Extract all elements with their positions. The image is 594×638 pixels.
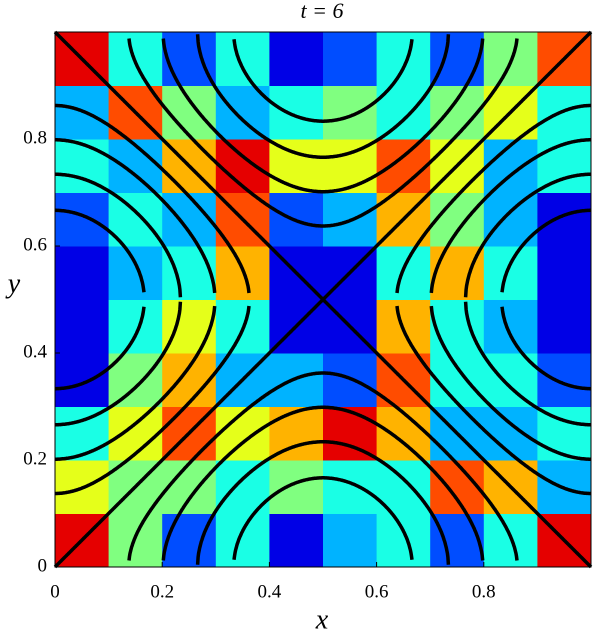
x-tick-label: 0 [50,581,60,602]
heat-cell [537,192,592,247]
contour-line [195,34,451,159]
heat-cell [162,85,217,140]
heat-cell [269,460,324,514]
contour-line [55,305,217,461]
plot-frame [54,31,592,568]
heat-cell [215,32,270,86]
heat-cell [323,406,378,461]
heat-cell [215,139,270,193]
heat-cell [162,32,217,86]
contour-line [161,405,485,561]
x-tick-label: 0.2 [150,581,174,602]
heat-cell [376,513,431,568]
heat-cell [323,32,378,86]
heat-cell [269,32,324,86]
contour-line [195,440,451,565]
contour-line [232,39,414,123]
heat-cell [537,246,592,300]
contour-line [55,305,251,496]
heat-cell [483,246,538,300]
heat-cell [215,406,270,461]
contour-line [55,172,183,298]
heat-cell [537,353,592,407]
heat-cell [483,139,538,193]
contour-line [55,138,217,294]
heat-cell [430,460,485,514]
contour-line [500,208,591,293]
x-axis-label: x [315,604,329,635]
heat-cell [537,406,592,461]
heat-cell [376,32,431,86]
contour-line [429,305,591,461]
heat-cell [430,32,485,86]
heat-cell [55,139,110,193]
heat-cell [430,192,485,247]
heat-cell [162,299,217,354]
contour-line [232,476,414,560]
contour-line [429,138,591,294]
y-axis-label: y [5,268,21,299]
chart-title: t = 6 [301,0,344,23]
y-tick-label: 0.4 [23,341,47,362]
contour-line [463,301,591,427]
heat-cell [323,139,378,193]
heat-cell [323,460,378,514]
heat-cell [483,406,538,461]
heat-cell [430,513,485,568]
heat-cell [323,85,378,140]
contour-line [53,30,593,302]
y-tick-label: 0.6 [23,234,47,255]
heat-cell [55,353,110,407]
contour-line [55,208,146,293]
contour-line [127,38,519,228]
heat-cell [537,299,592,354]
heat-cell [430,353,485,407]
contour-line [55,301,183,427]
contour-line [395,305,591,496]
heat-cell [108,299,163,354]
y-tick-label: 0.8 [23,127,47,148]
contour-line [500,306,591,391]
x-tick-label: 0.4 [258,581,282,602]
heat-cell [483,299,538,354]
heat-cell [162,246,217,300]
heat-cell [162,460,217,514]
contour-line [55,103,251,294]
heat-cell [55,299,110,354]
contour-line [395,103,591,294]
x-tick-label: 0.8 [472,581,496,602]
contour-line [463,172,591,298]
heat-cell [55,192,110,247]
heat-cell [376,406,431,461]
heat-cell [269,513,324,568]
heat-cell [323,513,378,568]
heat-cell [162,192,217,247]
heat-cell [55,406,110,461]
y-tick-label: 0 [38,555,48,576]
contour-line [127,371,519,561]
heat-cell [269,85,324,140]
heat-cell [430,299,485,354]
y-tick-label: 0.2 [23,448,47,469]
heat-cell [269,139,324,193]
contour-line [55,306,146,391]
heat-cell [55,246,110,300]
heat-cell [108,246,163,300]
x-tick-label: 0.6 [365,581,389,602]
heat-cell [215,513,270,568]
heat-cell [108,139,163,193]
contour-line [161,38,485,194]
